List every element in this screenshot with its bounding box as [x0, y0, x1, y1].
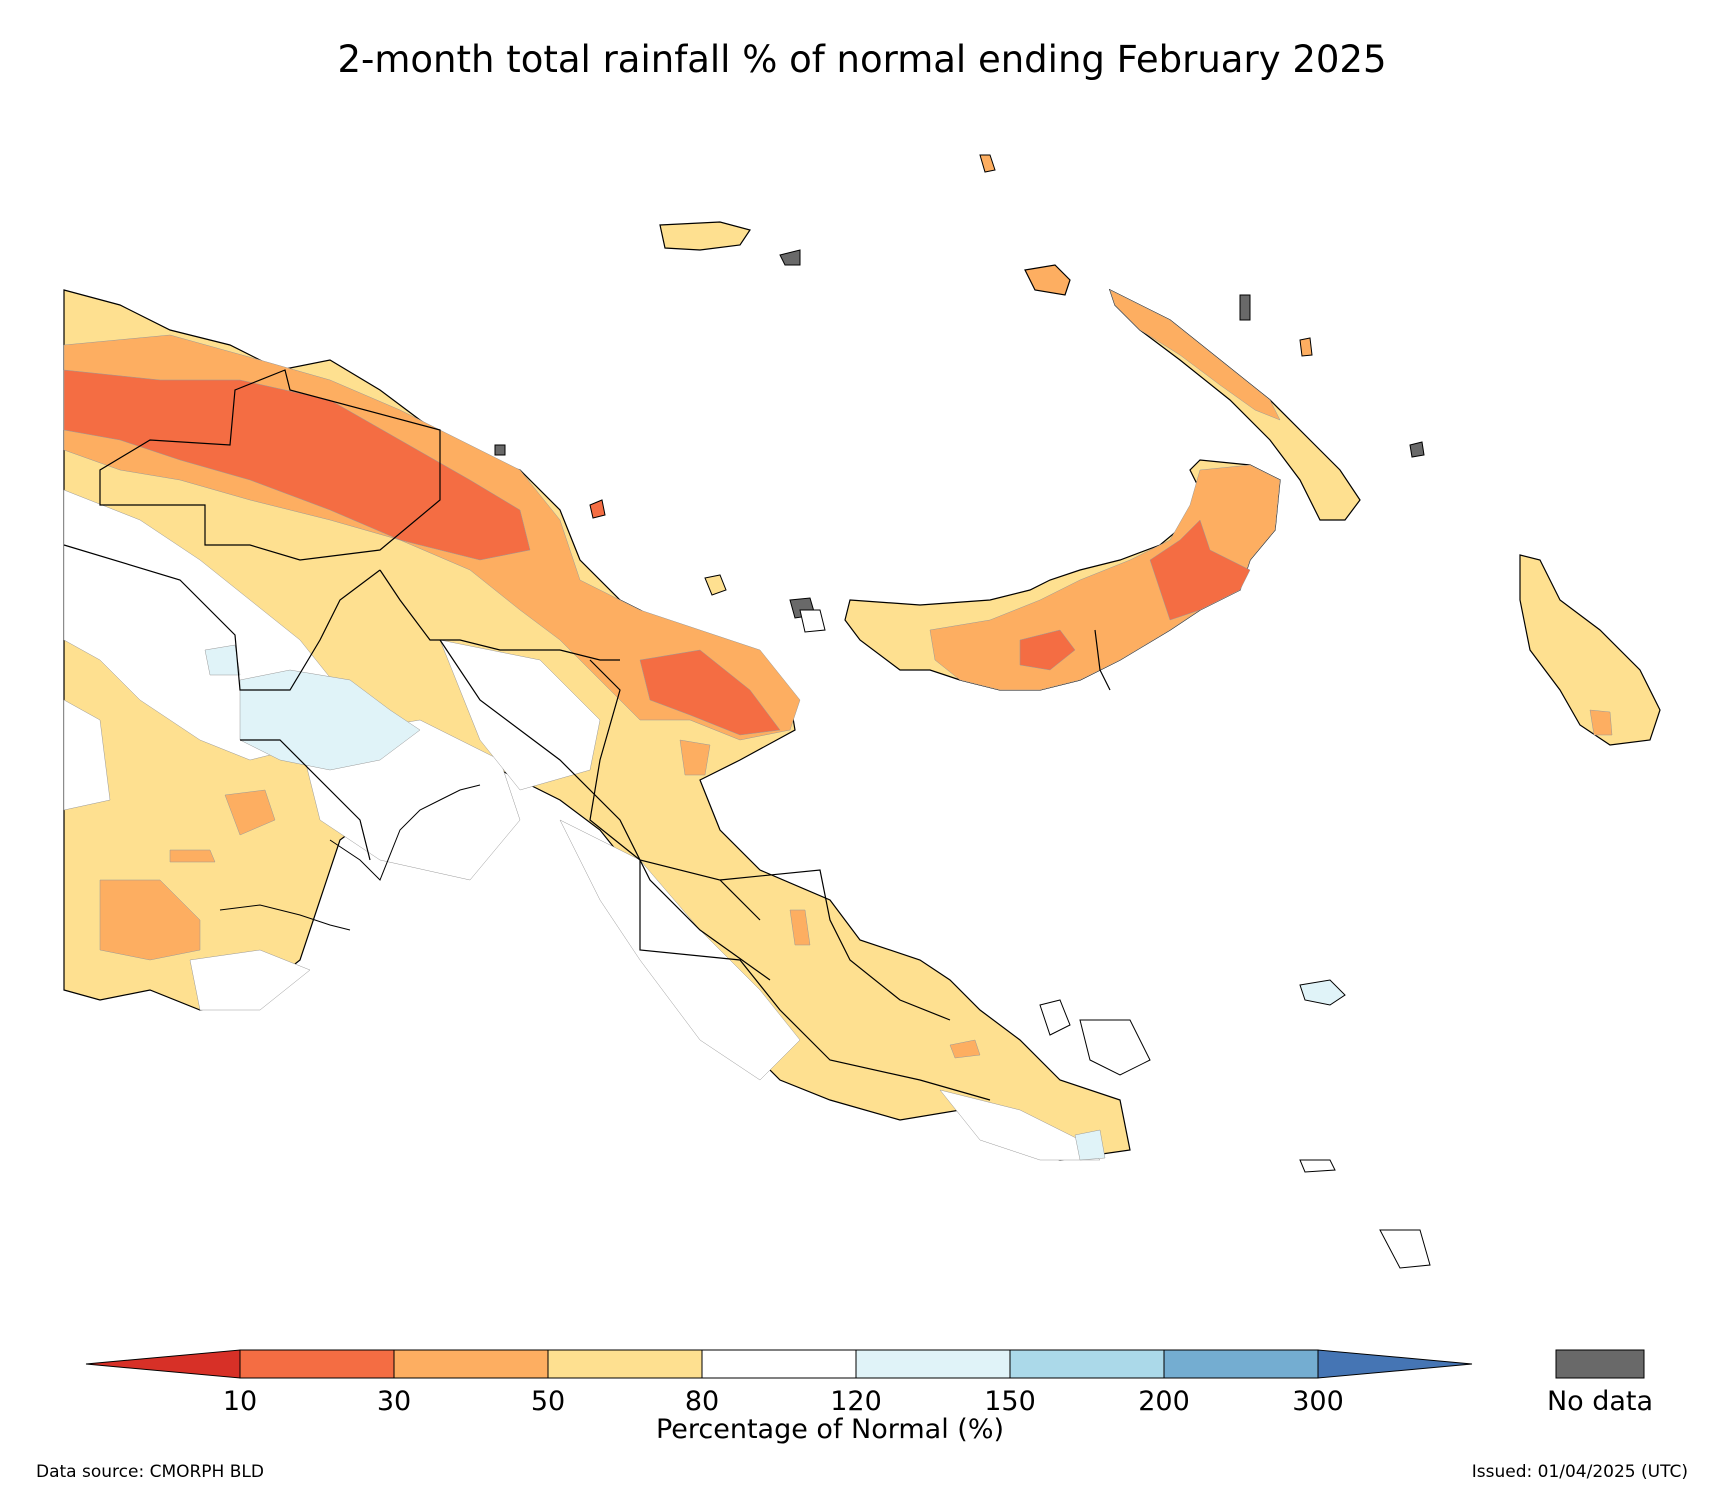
karkar-island	[589, 499, 606, 519]
below-normal-patch-small	[169, 849, 216, 863]
island-small-orange	[1299, 337, 1313, 357]
new-britain-province-line	[1094, 629, 1111, 691]
new-hanover	[1024, 264, 1071, 296]
colorbar-tick-label: 150	[984, 1386, 1036, 1417]
colorbar-segment	[1163, 1349, 1319, 1379]
colorbar-tick-label: 300	[1292, 1386, 1344, 1417]
new-ireland-orange	[1109, 289, 1281, 421]
above-normal-zone-small	[204, 644, 241, 676]
fergusson-island	[1079, 1019, 1151, 1076]
below-normal-patch-oro	[789, 909, 811, 946]
rossel-island	[1379, 1229, 1431, 1269]
mainland-region	[63, 289, 1131, 1161]
near-normal-zone-southern-tip	[939, 1089, 1101, 1161]
colorbar-segment	[393, 1349, 549, 1379]
well-below-normal-zone-east	[639, 649, 781, 736]
umboi-island	[799, 609, 826, 633]
colorbar-segment	[855, 1349, 1011, 1379]
colorbar-segment	[547, 1349, 703, 1379]
coastal-detail	[219, 784, 481, 931]
wuvulu-island	[979, 154, 996, 173]
nodata-swatch	[1555, 1349, 1645, 1379]
colorbar-segment	[239, 1349, 395, 1379]
new-britain	[844, 459, 1281, 691]
new-britain-red	[1149, 519, 1251, 621]
below-normal-patch-west	[224, 789, 276, 836]
map-title: 2-month total rainfall % of normal endin…	[337, 38, 1387, 81]
below-normal-patch-morobe	[679, 739, 711, 776]
near-normal-zone-papuan-coast	[559, 819, 801, 1081]
data-source: Data source: CMORPH BLD	[36, 1462, 264, 1482]
colorbar-tick-label: 80	[684, 1386, 720, 1417]
manus-island	[659, 221, 751, 251]
colorbar	[85, 1349, 1645, 1379]
near-normal-zone-south-coast	[189, 949, 311, 1011]
colorbar-segment	[701, 1349, 857, 1379]
issued-date: Issued: 01/04/2025 (UTC)	[1471, 1462, 1688, 1482]
colorbar-tick-label: 10	[222, 1386, 258, 1417]
colorbar-tick-label: 50	[530, 1386, 566, 1417]
manus-east-nodata	[779, 249, 801, 266]
nodata-label: No data	[1546, 1386, 1654, 1417]
dentrecasteaux-island	[1299, 979, 1346, 1006]
colorbar-extend-high	[1317, 1349, 1473, 1379]
below-normal-patch-southwest	[99, 879, 201, 961]
island-nodata-1	[1239, 294, 1251, 321]
new-ireland	[1024, 264, 1361, 521]
colorbar-tick-label: 120	[830, 1386, 882, 1417]
milne-bay-blue	[1074, 1129, 1106, 1161]
bougainville-orange	[1589, 709, 1613, 736]
well-below-normal-band-north	[63, 369, 531, 561]
island-nodata-2	[1409, 441, 1425, 458]
colorbar-tick-label: 200	[1138, 1386, 1190, 1417]
island-nodata-3	[494, 444, 506, 456]
below-normal-patch-milne	[949, 1039, 981, 1059]
long-island	[704, 574, 727, 596]
colorbar-segment	[1009, 1349, 1165, 1379]
near-normal-zone-southwest	[63, 699, 111, 811]
near-normal-zone-central	[439, 639, 601, 791]
colorbar-tick-label: 30	[376, 1386, 412, 1417]
new-britain-orange	[929, 464, 1281, 691]
colorbar-title: Percentage of Normal (%)	[655, 1414, 1005, 1445]
bougainville	[1519, 554, 1661, 746]
province-boundaries	[63, 369, 991, 1101]
new-britain-red-small	[1019, 629, 1076, 671]
colorbar-extend-low	[85, 1349, 241, 1379]
goodenough-island	[1039, 999, 1071, 1036]
woodlark-island	[1299, 1159, 1336, 1173]
